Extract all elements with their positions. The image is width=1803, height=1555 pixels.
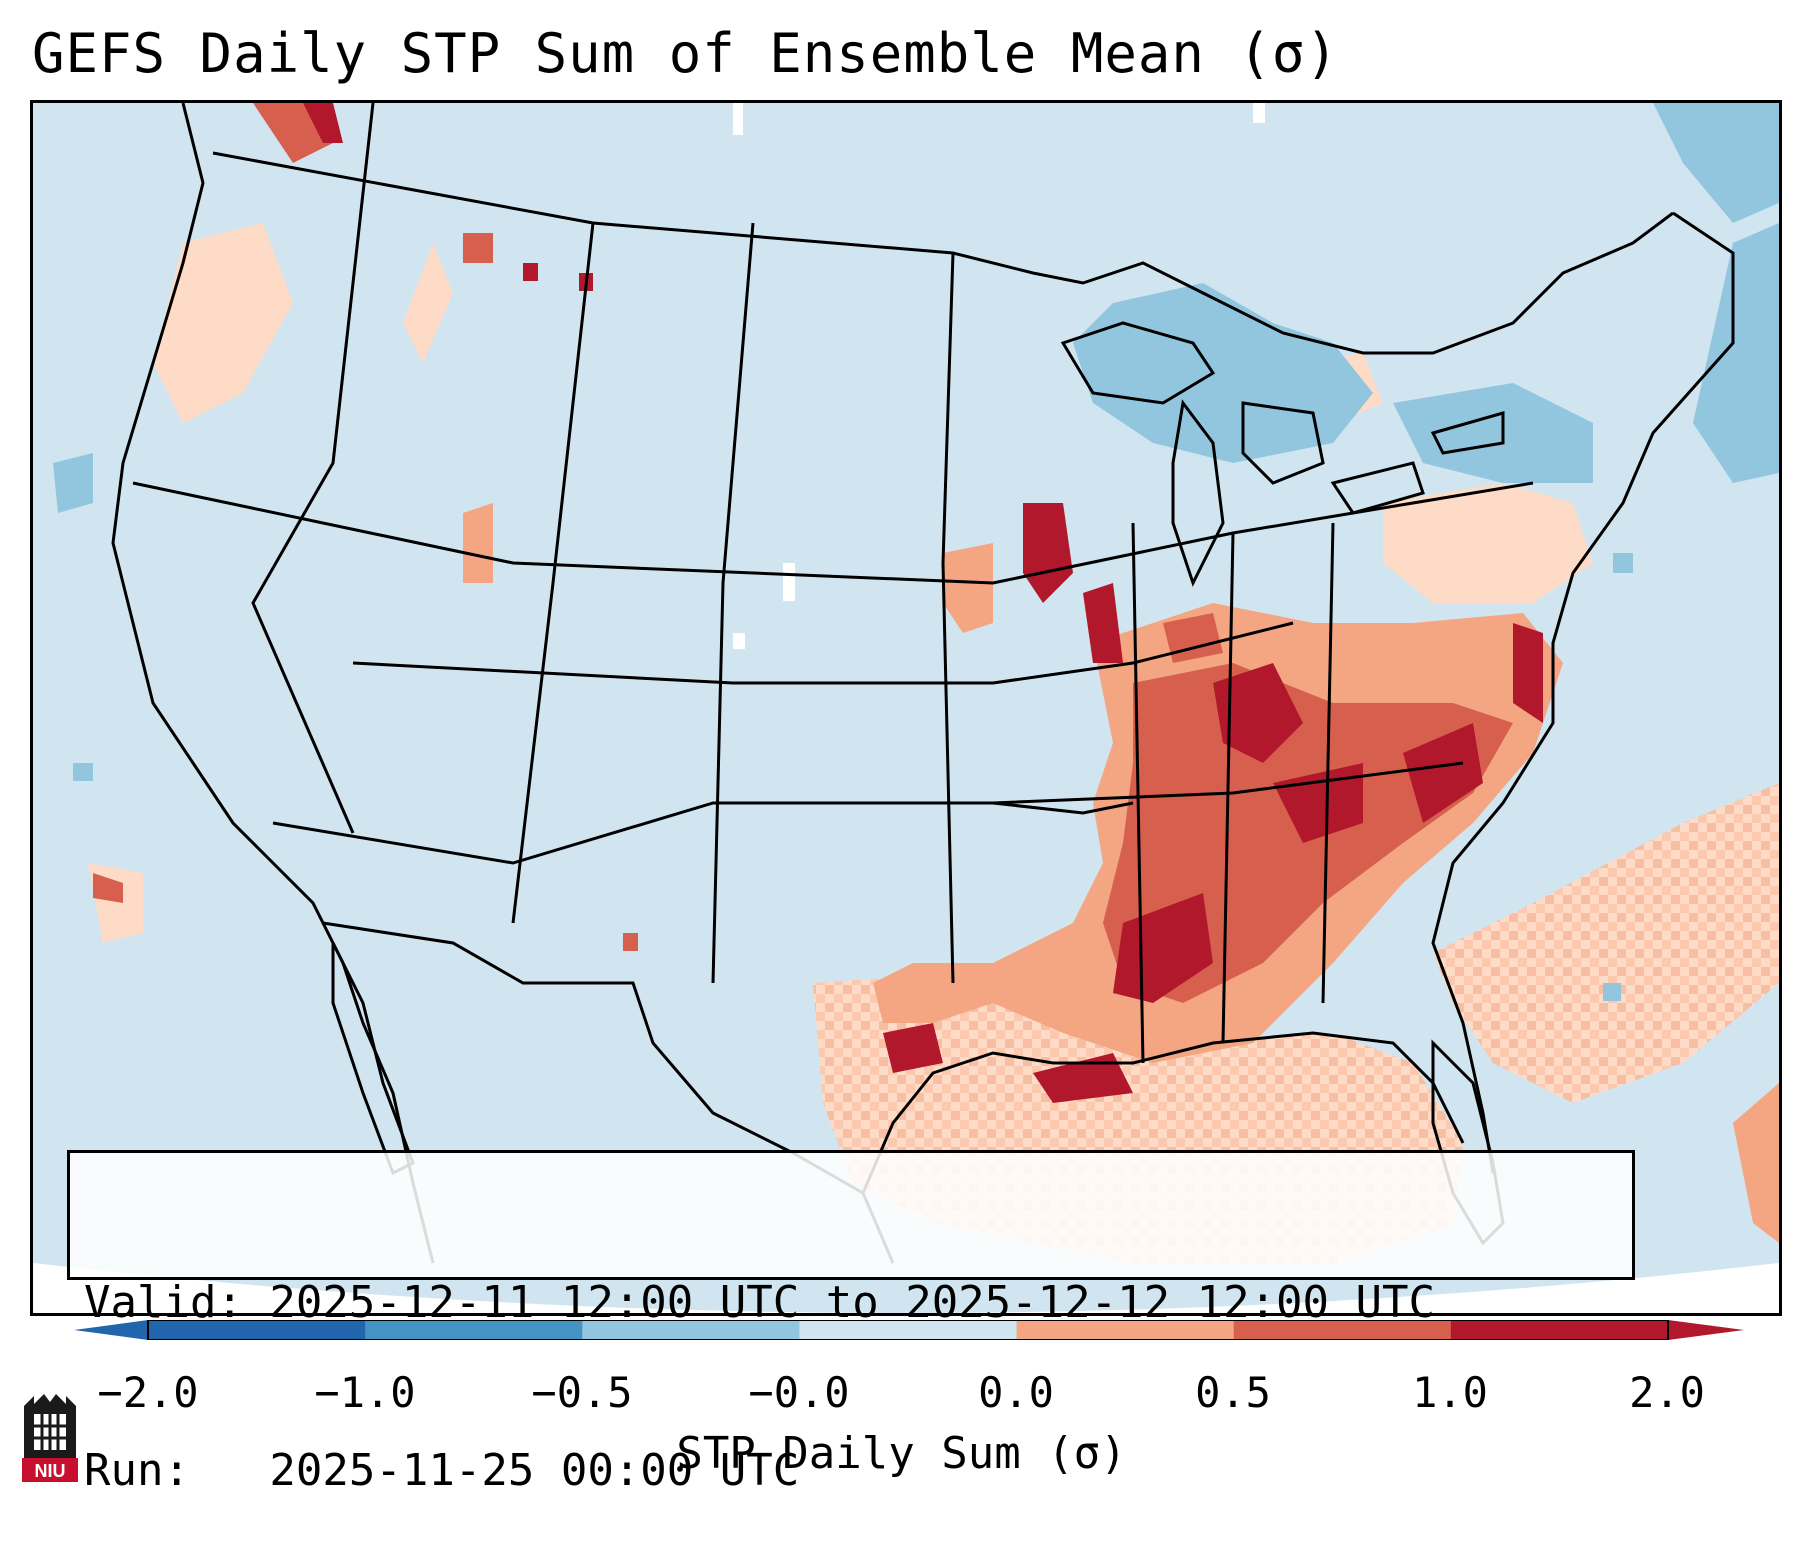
colorbar-tick-label: 0.0: [978, 1368, 1054, 1417]
colorbar-tick-label: 2.0: [1629, 1368, 1705, 1417]
colorbar-segment: [1016, 1320, 1235, 1340]
map-panel[interactable]: [30, 100, 1782, 1316]
colorbar-segment: [365, 1320, 583, 1340]
colorbar-tick-label: −2.0: [97, 1368, 199, 1417]
coastline-borders: [111, 103, 1735, 1264]
niu-logo: NIU: [22, 1394, 78, 1482]
projection-edge: [33, 1263, 1779, 1313]
severe-anomaly-layer: [88, 103, 1593, 1103]
map-title: GEFS Daily STP Sum of Ensemble Mean (σ): [32, 22, 1339, 85]
colorbar-tick-label: 0.5: [1195, 1368, 1271, 1417]
colorbar-tick-label: −0.0: [748, 1368, 850, 1417]
colorbar-segment: [799, 1320, 1018, 1340]
cool-anomaly-layer: [53, 103, 1779, 1001]
colorbar-extend-high: [1668, 1320, 1744, 1340]
logo-text: NIU: [35, 1461, 66, 1481]
colorbar-segment: [1450, 1320, 1669, 1340]
colorbar-tick-label: −0.5: [531, 1368, 633, 1417]
colorbar-segment: [582, 1320, 800, 1340]
colorbar-label: STP Daily Sum (σ): [676, 1428, 1127, 1479]
colorbar-tick-label: 1.0: [1412, 1368, 1488, 1417]
colorbar-segment: [148, 1320, 366, 1340]
colorbar-extend-low: [74, 1320, 148, 1340]
colorbar-tick-label: −1.0: [314, 1368, 416, 1417]
run-time-line: Run: 2025-11-25 00:00 UTC: [84, 1445, 800, 1496]
map-canvas: [33, 103, 1779, 1313]
validity-info-box: Valid: 2025-12-11 12:00 UTC to 2025-12-1…: [67, 1150, 1635, 1496]
colorbar-segment: [1233, 1320, 1452, 1340]
colorbar: [74, 1320, 1744, 1340]
